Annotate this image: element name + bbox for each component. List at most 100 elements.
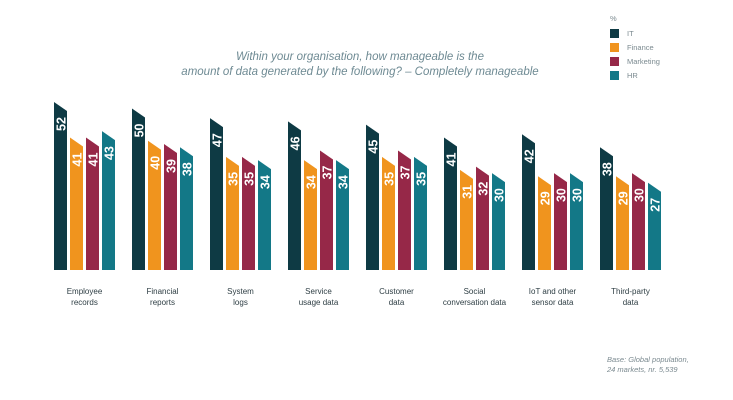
value-label-finance-7: 29 [617, 191, 631, 205]
category-label-5-line-1: Social [464, 287, 486, 296]
bar-finance-3 [304, 160, 317, 270]
category-label-2-line-2: logs [233, 298, 248, 307]
footnote-line-1: Base: Global population, [607, 355, 689, 364]
bar-marketing-1 [164, 144, 177, 270]
chart-title-line-2: amount of data generated by the followin… [181, 66, 539, 78]
value-label-it-6: 42 [523, 149, 537, 163]
legend-label-marketing: Marketing [627, 56, 660, 66]
category-label-0-line-2: records [71, 298, 98, 307]
footnote: Base: Global population, 24 markets, nr.… [607, 355, 689, 375]
value-label-it-2: 47 [211, 133, 225, 147]
bar-it-6 [522, 134, 535, 270]
value-label-marketing-6: 30 [555, 188, 569, 202]
value-label-it-1: 50 [133, 123, 147, 137]
category-label-4-line-2: data [389, 298, 405, 307]
value-label-marketing-5: 32 [477, 182, 491, 196]
category-label-4-line-1: Customer [379, 287, 414, 296]
chart-title: Within your organisation, how manageable… [150, 50, 570, 80]
value-label-finance-2: 35 [227, 172, 241, 186]
footnote-line-2: 24 markets, nr. 5,539 [607, 365, 678, 374]
legend-item-hr: HR [610, 68, 660, 82]
bar-hr-3 [336, 160, 349, 270]
category-label-1-line-2: reports [150, 298, 175, 307]
bar-finance-6 [538, 176, 551, 270]
value-label-it-0: 52 [55, 117, 69, 131]
value-label-hr-6: 30 [571, 188, 585, 202]
bar-finance-5 [460, 169, 473, 270]
legend-label-finance: Finance [627, 42, 654, 52]
bar-it-5 [444, 137, 457, 270]
value-label-marketing-0: 41 [87, 153, 101, 167]
bar-hr-4 [414, 156, 427, 270]
bar-marketing-7 [632, 173, 645, 270]
bar-finance-7 [616, 176, 629, 270]
value-label-hr-2: 34 [259, 175, 273, 189]
value-label-finance-1: 40 [149, 156, 163, 170]
bar-hr-6 [570, 173, 583, 270]
bar-it-0 [54, 102, 67, 270]
legend: % IT Finance Marketing HR [610, 14, 660, 82]
bar-marketing-2 [242, 156, 255, 270]
bar-finance-2 [226, 156, 239, 270]
legend-unit: % [610, 14, 617, 23]
value-label-finance-4: 35 [383, 172, 397, 186]
legend-swatch-finance [610, 42, 619, 52]
bar-finance-1 [148, 140, 161, 270]
category-label-7-line-1: Third-party [611, 287, 650, 296]
legend-label-it: IT [627, 28, 634, 38]
category-label-2-line-1: System [227, 287, 254, 296]
category-label-1-line-1: Financial [146, 287, 178, 296]
category-label-3-line-2: usage data [299, 298, 339, 307]
bar-it-4 [366, 124, 379, 270]
value-label-hr-7: 27 [649, 198, 663, 212]
value-label-it-5: 41 [445, 153, 459, 167]
legend-label-hr: HR [627, 70, 638, 80]
value-label-finance-5: 31 [461, 185, 475, 199]
value-label-finance-3: 34 [305, 175, 319, 189]
bar-it-1 [132, 108, 145, 270]
bar-it-2 [210, 118, 223, 271]
value-label-marketing-4: 37 [399, 165, 413, 179]
category-label-6-line-1: IoT and other [529, 287, 577, 296]
legend-item-marketing: Marketing [610, 54, 660, 68]
chart-title-line-1: Within your organisation, how manageable… [236, 51, 484, 63]
bar-finance-4 [382, 156, 395, 270]
value-label-marketing-2: 35 [243, 172, 257, 186]
bar-hr-2 [258, 160, 271, 270]
bar-hr-1 [180, 147, 193, 270]
category-label-3-line-1: Service [305, 287, 332, 296]
bar-hr-0 [102, 131, 115, 270]
value-label-marketing-7: 30 [633, 188, 647, 202]
bar-it-3 [288, 121, 301, 270]
legend-swatch-hr [610, 70, 619, 80]
bar-marketing-0 [86, 137, 99, 270]
value-label-marketing-1: 39 [165, 159, 179, 173]
value-label-hr-3: 34 [337, 175, 351, 189]
value-label-finance-0: 41 [71, 153, 85, 167]
bar-it-7 [600, 147, 613, 270]
bar-marketing-4 [398, 150, 411, 270]
bar-marketing-5 [476, 166, 489, 270]
category-label-5-line-2: conversation data [443, 298, 507, 307]
value-label-it-4: 45 [367, 140, 381, 154]
legend-swatch-it [610, 28, 619, 38]
value-label-it-3: 46 [289, 136, 303, 150]
value-label-hr-5: 30 [493, 188, 507, 202]
bar-hr-7 [648, 182, 661, 270]
category-label-6-line-2: sensor data [532, 298, 574, 307]
legend-swatch-marketing [610, 56, 619, 66]
legend-item-it: IT [610, 26, 660, 40]
value-label-hr-4: 35 [415, 172, 429, 186]
bar-hr-5 [492, 173, 505, 270]
category-label-7-line-2: data [623, 298, 639, 307]
bar-marketing-6 [554, 173, 567, 270]
value-label-finance-6: 29 [539, 191, 553, 205]
value-label-it-7: 38 [601, 162, 615, 176]
value-label-hr-1: 38 [181, 162, 195, 176]
value-label-hr-0: 43 [103, 146, 117, 160]
bar-finance-0 [70, 137, 83, 270]
category-label-0-line-1: Employee [67, 287, 103, 296]
bar-marketing-3 [320, 150, 333, 270]
value-label-marketing-3: 37 [321, 165, 335, 179]
